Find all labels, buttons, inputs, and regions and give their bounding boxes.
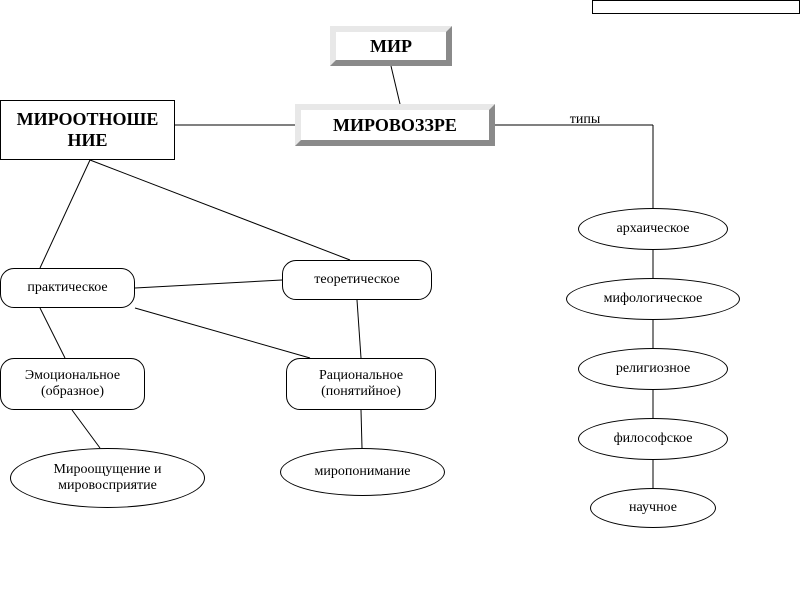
label-typy: типы bbox=[555, 110, 615, 130]
node-nauchnoe: научное bbox=[590, 488, 716, 528]
node-emotsionalnoe: Эмоциональное (образное) bbox=[0, 358, 145, 410]
diagram-stage: МИР МИРОВОЗЗРЕ МИРООТНОШЕ НИЕ типы практ… bbox=[0, 0, 800, 600]
node-mirooshchushchenie: Мироощущение и мировосприятие bbox=[10, 448, 205, 508]
node-ratsionalnoe: Рациональное (понятийное) bbox=[286, 358, 436, 410]
node-arhaicheskoe: архаическое bbox=[578, 208, 728, 250]
node-mifologicheskoe: мифологическое bbox=[566, 278, 740, 320]
node-mir: МИР bbox=[330, 26, 452, 66]
node-mirovozzre: МИРОВОЗЗРЕ bbox=[295, 104, 495, 146]
node-religioznoe: религиозное bbox=[578, 348, 728, 390]
node-miroponimanie: миропонимание bbox=[280, 448, 445, 496]
node-prakticheskoe: практическое bbox=[0, 268, 135, 308]
node-filosofskoe: философское bbox=[578, 418, 728, 460]
node-teoreticheskoe: теоретическое bbox=[282, 260, 432, 300]
node-mirootnoshenie: МИРООТНОШЕ НИЕ bbox=[0, 100, 175, 160]
corner-box bbox=[592, 0, 800, 14]
